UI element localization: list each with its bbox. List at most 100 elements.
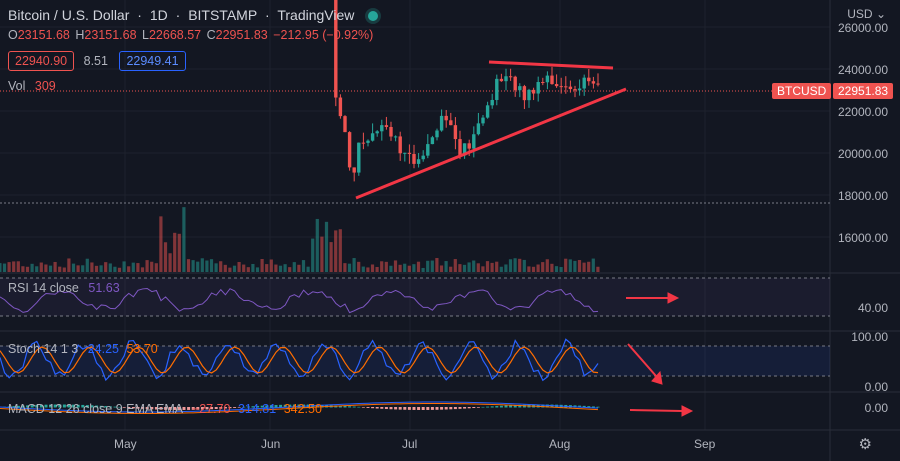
candle-body xyxy=(416,159,421,164)
volume-series xyxy=(0,207,600,272)
volume-bar xyxy=(587,261,591,272)
symbol-name[interactable]: Bitcoin / U.S. Dollar xyxy=(8,7,130,23)
volume-bar xyxy=(186,259,191,272)
stoch-axis-label: 0.00 xyxy=(864,380,888,394)
volume-bar xyxy=(389,265,393,272)
macd-line xyxy=(0,401,599,413)
candle-body xyxy=(573,89,577,91)
stoch-legend[interactable]: Stoch 14 1 3 24.25 53.70 xyxy=(8,342,158,356)
volume-bar xyxy=(209,259,214,272)
candle-body xyxy=(472,134,476,149)
volume-bar xyxy=(398,264,402,272)
macd-hist-bar xyxy=(205,407,209,410)
macd-hist-bar xyxy=(67,404,71,408)
settings-gear-icon[interactable]: ⚙ xyxy=(858,436,872,453)
market-open-icon xyxy=(368,11,379,21)
macd-hist-bar xyxy=(541,404,545,408)
macd-hist-bar xyxy=(81,404,85,408)
volume-bar xyxy=(481,266,485,272)
candle-body xyxy=(559,86,563,88)
volume-bar xyxy=(472,260,476,272)
macd-hist-bar xyxy=(430,407,434,410)
candle-body xyxy=(481,117,485,124)
time-axis-label: Aug xyxy=(549,437,571,451)
macd-hist-bar xyxy=(417,407,421,410)
macd-hist-bar xyxy=(39,404,43,408)
volume-bar xyxy=(274,264,278,272)
macd-hist-bar xyxy=(154,407,158,410)
volume-bar xyxy=(292,262,296,272)
volume-bar xyxy=(25,266,30,272)
macd-hist-bar xyxy=(95,405,99,408)
price-axis-label: 16000.00 xyxy=(837,231,888,245)
candle-body xyxy=(545,75,550,83)
volume-bar xyxy=(384,261,388,272)
currency-selector[interactable]: USD ⌄ xyxy=(847,7,886,21)
rsi-legend[interactable]: RSI 14 close 51.63 xyxy=(8,281,120,295)
volume-bar xyxy=(94,265,99,272)
stoch-d-line xyxy=(0,346,599,374)
price-axis-label: 24000.00 xyxy=(837,63,888,77)
macd-hist-bar xyxy=(251,406,255,408)
grid xyxy=(0,0,830,430)
macd-hist-bar xyxy=(504,405,508,408)
volume-bar xyxy=(16,261,20,272)
volume-bar xyxy=(361,266,365,272)
macd-legend[interactable]: MACD 12 26 close 9 EMA EMA −27.70 314.81… xyxy=(8,402,322,416)
sell-price-button[interactable]: 22940.90 xyxy=(8,51,75,71)
volume-bar xyxy=(67,258,71,272)
volume-bar xyxy=(81,265,85,272)
macd-hist-bar xyxy=(421,407,425,410)
volume-bar xyxy=(393,260,398,272)
buy-price-button[interactable]: 22949.41 xyxy=(119,51,186,71)
candle-body xyxy=(361,142,366,144)
volume-bar xyxy=(407,265,411,272)
volume-bar xyxy=(113,266,117,272)
volume-bar xyxy=(191,260,195,272)
volume-bar xyxy=(232,265,237,272)
candle-body xyxy=(522,86,527,101)
candle-body xyxy=(476,123,481,135)
macd-hist-bar xyxy=(366,407,370,408)
volume-bar xyxy=(53,261,57,272)
macd-hist-bar xyxy=(518,404,522,408)
volume-bar xyxy=(182,207,186,272)
volume-bar xyxy=(375,266,379,272)
quote-row[interactable]: 22940.90 8.51 22949.41 xyxy=(8,51,192,71)
macd-hist-bar xyxy=(315,404,319,408)
drawn-annotations[interactable] xyxy=(355,60,694,417)
volume-bar xyxy=(136,263,140,272)
time-axis-label: May xyxy=(114,437,137,451)
macd-hist-bar xyxy=(490,406,494,408)
symbol-legend[interactable]: Bitcoin / U.S. Dollar · 1D · BITSTAMP · … xyxy=(8,7,382,23)
candle-body xyxy=(495,78,499,100)
volume-bar xyxy=(338,229,342,272)
volume-bar xyxy=(127,266,131,272)
candle-body xyxy=(439,115,444,131)
volume-legend[interactable]: Vol 309 xyxy=(8,79,56,93)
macd-hist-bar xyxy=(214,407,218,409)
macd-hist-bar xyxy=(348,406,352,408)
macd-hist-bar xyxy=(182,407,186,410)
volume-bar xyxy=(596,266,600,272)
stoch-axis-label: 100.00 xyxy=(851,330,888,344)
volume-bar xyxy=(421,267,425,272)
volume-bar xyxy=(306,266,310,272)
volume-bar xyxy=(269,259,273,272)
macd-hist-bar xyxy=(587,406,591,408)
volume-bar xyxy=(352,258,356,272)
macd-hist-bar xyxy=(159,407,163,410)
volume-bar xyxy=(426,260,430,272)
volume-bar xyxy=(559,267,563,272)
interval[interactable]: 1D xyxy=(149,7,168,23)
volume-bar xyxy=(168,253,172,272)
macd-hist-bar xyxy=(371,407,375,409)
macd-hist-bar xyxy=(62,404,66,408)
volume-bar xyxy=(449,266,453,272)
volume-bar xyxy=(159,216,163,272)
macd-hist-bar xyxy=(99,405,103,408)
volume-bar xyxy=(541,262,545,272)
candle-body xyxy=(357,142,361,173)
macd-hist-bar xyxy=(463,407,467,409)
